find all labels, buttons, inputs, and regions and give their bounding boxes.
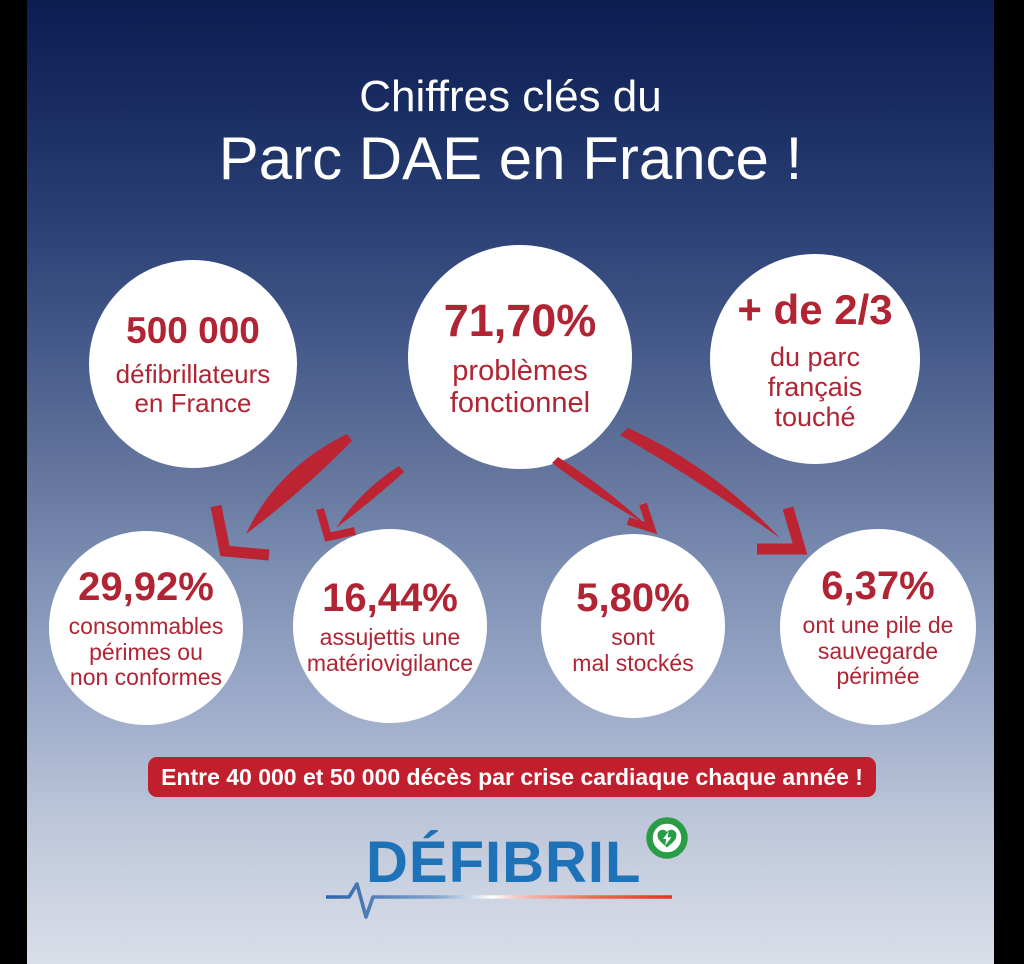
stat-label-line: ont une pile de bbox=[802, 611, 954, 638]
stat-label-line: périmes ou bbox=[89, 638, 203, 665]
stat-value: 29,92% bbox=[78, 564, 214, 609]
stat-value: 71,70% bbox=[443, 294, 597, 346]
stat-circle-defibrillateurs: 500 000 défibrillateurs en France bbox=[89, 260, 297, 468]
defibril-logo: DÉFIBRIL bbox=[320, 815, 700, 925]
stat-value: 5,80% bbox=[576, 575, 690, 620]
stat-label-line: français bbox=[767, 371, 863, 402]
aed-heart-lightning-icon bbox=[646, 817, 688, 859]
stat-label-line: non conformes bbox=[69, 664, 223, 691]
stat-value: 500 000 bbox=[126, 309, 260, 351]
stat-label-line: mal stockés bbox=[572, 649, 694, 676]
stat-label-line: assujettis une bbox=[319, 623, 461, 650]
stat-label-line: périmée bbox=[836, 663, 920, 690]
stat-label-line: sauvegarde bbox=[817, 637, 939, 664]
poster-background: Chiffres clés du Parc DAE en France ! 50… bbox=[27, 0, 994, 964]
stat-label-line: du parc bbox=[769, 341, 861, 372]
stat-label-line: sont bbox=[611, 623, 655, 650]
stat-circle-parc-touche: + de 2/3 du parc français touché bbox=[710, 254, 920, 464]
stat-label-line: défibrillateurs bbox=[115, 358, 271, 389]
stat-value: 16,44% bbox=[322, 575, 458, 620]
stat-label-line: problèmes bbox=[452, 354, 588, 387]
title-line-1: Chiffres clés du bbox=[359, 72, 662, 121]
defibril-wordmark: DÉFIBRIL bbox=[366, 830, 642, 895]
title-line-2: Parc DAE en France ! bbox=[218, 124, 803, 192]
stat-circle-pile-perimee: 6,37% ont une pile de sauvegarde périmée bbox=[780, 529, 976, 725]
stat-label-line: touché bbox=[774, 402, 856, 433]
stat-circle-problemes-fonctionnel: 71,70% problèmes fonctionnel bbox=[408, 245, 632, 469]
stat-label-line: fonctionnel bbox=[449, 387, 591, 419]
alert-banner: Entre 40 000 et 50 000 décès par crise c… bbox=[148, 757, 876, 797]
stat-label-line: en France bbox=[134, 388, 252, 418]
ecg-pulse-line bbox=[326, 882, 672, 919]
stat-value: + de 2/3 bbox=[737, 285, 893, 333]
stat-circle-mal-stockes: 5,80% sont mal stockés bbox=[541, 534, 725, 718]
stat-circle-materiovigilance: 16,44% assujettis une matériovigilance bbox=[293, 529, 487, 723]
stat-value: 6,37% bbox=[821, 563, 935, 608]
stat-label-line: matériovigilance bbox=[306, 649, 474, 676]
stat-circle-consommables: 29,92% consommables périmes ou non confo… bbox=[49, 531, 243, 725]
page-title: Chiffres clés du Parc DAE en France ! bbox=[27, 72, 994, 195]
stat-label-line: consommables bbox=[68, 612, 224, 639]
alert-banner-text: Entre 40 000 et 50 000 décès par crise c… bbox=[161, 763, 863, 790]
